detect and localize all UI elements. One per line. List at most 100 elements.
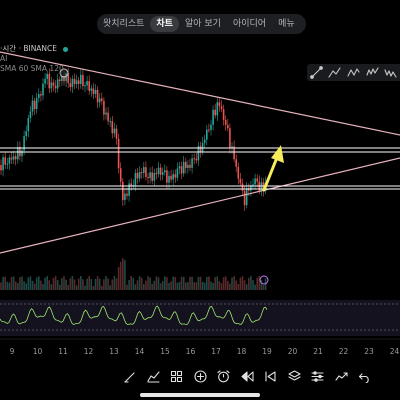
volume-bar — [113, 276, 116, 290]
x-tick-label: 9 — [9, 347, 15, 356]
trend-line-icon[interactable] — [307, 64, 326, 81]
volume-bar — [21, 276, 23, 290]
candle-body — [0, 165, 2, 171]
grid-icon[interactable] — [165, 366, 189, 386]
upper-trendline — [0, 51, 400, 136]
volume-bar — [96, 276, 99, 290]
symbol-label[interactable]: ·시간 · BINANCE — [0, 44, 58, 53]
pencil-icon[interactable] — [118, 366, 142, 386]
volume-bar — [143, 284, 145, 290]
volume-bar — [98, 278, 101, 290]
volume-bar — [147, 276, 149, 290]
pattern-icon[interactable] — [344, 64, 363, 81]
x-axis-labels: 9 10 11 12 13 14 15 16 17 18 19 20 21 22 23 24 — [0, 347, 400, 359]
candle-body — [59, 79, 61, 82]
volume-bar — [178, 281, 181, 290]
volume-bar — [254, 284, 256, 290]
volume-bar — [172, 276, 174, 290]
nav-tab-4[interactable]: 메뉴 — [278, 19, 295, 29]
volume-bar — [63, 276, 65, 290]
wave-alt-icon[interactable] — [381, 64, 400, 81]
volume-bar — [199, 276, 202, 290]
candle-body — [46, 73, 48, 79]
candle-body — [113, 128, 116, 134]
sma-indicator-label[interactable]: SMA 60 SMA 120 — [0, 64, 64, 73]
volume-bar — [42, 283, 44, 290]
candle-body — [216, 102, 219, 116]
candle-body — [103, 100, 105, 115]
nav-tab-2[interactable]: 알아 보기 — [184, 19, 221, 29]
candle-body — [212, 109, 214, 125]
settings-icon[interactable] — [306, 366, 330, 386]
volume-bar — [44, 277, 46, 290]
drawing-tools-bar — [307, 64, 400, 81]
candle-body — [6, 163, 9, 165]
candle-body — [88, 81, 90, 91]
nav-tab-3[interactable]: 아이디어 — [232, 19, 267, 29]
volume-bar — [124, 260, 126, 290]
candle-body — [195, 158, 198, 161]
volume-bar — [216, 276, 219, 290]
x-tick-label: 10 — [32, 347, 43, 356]
volume-bar — [220, 283, 223, 290]
volume-bar — [40, 280, 42, 290]
trend-icon[interactable] — [330, 366, 354, 386]
candle-body — [124, 193, 126, 201]
volume-bar — [27, 277, 30, 290]
candle-body — [126, 193, 128, 196]
candle-body — [197, 146, 200, 161]
candle-body — [31, 100, 34, 112]
undo-icon[interactable] — [353, 366, 377, 386]
candle-body — [151, 172, 153, 181]
nav-tab-1[interactable]: 차트 — [150, 16, 179, 32]
replay-icon[interactable] — [236, 366, 260, 386]
volume-bar — [103, 279, 105, 290]
volume-bar — [25, 283, 27, 290]
candle-body — [25, 131, 27, 137]
path-icon[interactable] — [326, 64, 345, 81]
bottom-toolbar — [118, 366, 400, 386]
candle-body — [231, 146, 233, 149]
nav-tab-0[interactable]: 왓치리스트 — [103, 19, 145, 29]
volume-bar — [239, 277, 242, 290]
rsi-pane-background — [0, 300, 400, 336]
volume-bar — [258, 276, 261, 290]
volume-bar — [206, 277, 208, 290]
volume-bar — [17, 283, 19, 290]
volume-bar — [69, 278, 72, 290]
volume-bar — [229, 283, 231, 290]
volume-bar — [252, 280, 254, 290]
volume-bar — [189, 276, 191, 290]
volume-bar — [61, 278, 63, 290]
candle-body — [61, 76, 63, 82]
wave-icon[interactable] — [363, 64, 382, 81]
home-indicator — [140, 393, 260, 397]
candle-body — [208, 129, 210, 131]
volume-bar — [212, 282, 214, 290]
x-tick-label: 24 — [389, 347, 400, 356]
candle-body — [134, 172, 137, 186]
candle-body — [8, 157, 11, 164]
projection-arrow-shaft — [262, 158, 278, 192]
volume-bar — [107, 278, 109, 290]
add-icon[interactable] — [189, 366, 213, 386]
volume-bar — [170, 281, 172, 290]
volume-bar — [145, 280, 147, 290]
alarm-icon[interactable] — [212, 366, 236, 386]
volume-bar — [231, 277, 233, 290]
volume-bar — [48, 280, 51, 290]
candle-body — [193, 158, 195, 160]
x-tick-label: 23 — [364, 347, 374, 356]
volume-bar — [256, 278, 258, 290]
volume-bar — [52, 277, 55, 290]
volume-bar — [151, 283, 153, 290]
skip-left-icon[interactable] — [259, 366, 283, 386]
volume-bar — [157, 277, 160, 290]
candle-body — [174, 174, 177, 178]
candle-body — [50, 82, 53, 89]
volume-bar — [71, 276, 74, 290]
candle-body — [206, 129, 208, 140]
indicators-icon[interactable] — [142, 366, 166, 386]
layers-icon[interactable] — [283, 366, 307, 386]
